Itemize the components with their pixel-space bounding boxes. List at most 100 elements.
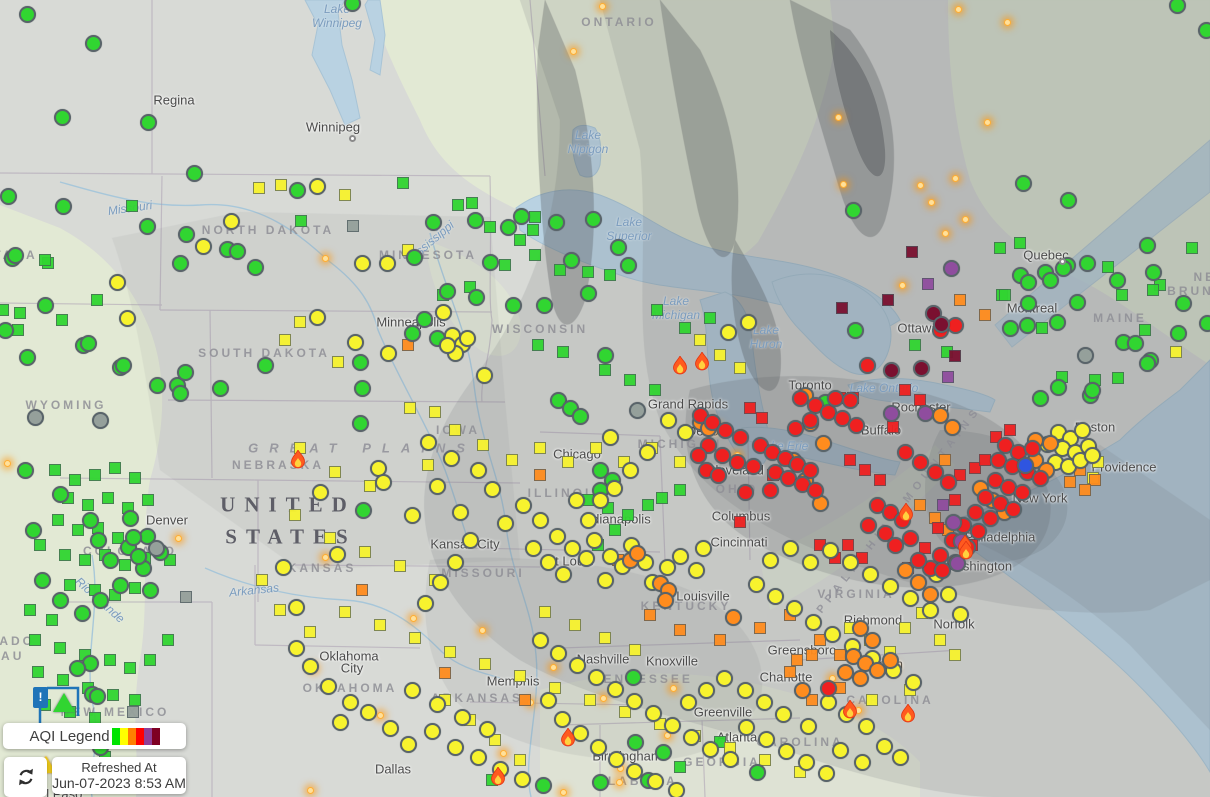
monitor-circle-yellow[interactable] — [671, 547, 689, 565]
monitor-circle-yellow[interactable] — [687, 561, 705, 579]
monitor-circle-yellow[interactable] — [881, 577, 899, 595]
monitor-circle-yellow[interactable] — [308, 308, 326, 326]
sensor-square-yellow[interactable] — [539, 606, 551, 618]
monitor-circle-green[interactable] — [73, 604, 91, 622]
monitor-circle-yellow[interactable] — [821, 541, 839, 559]
sensor-square-green[interactable] — [57, 674, 69, 686]
fire-detection-dot[interactable] — [615, 778, 623, 786]
sensor-square-yellow[interactable] — [324, 532, 336, 544]
monitor-circle-orange[interactable] — [814, 434, 832, 452]
monitor-circle-green[interactable] — [547, 213, 565, 231]
monitor-circle-green[interactable] — [654, 743, 672, 761]
sensor-square-red[interactable] — [874, 474, 886, 486]
monitor-circle-green[interactable] — [68, 659, 86, 677]
sensor-square-red[interactable] — [887, 421, 899, 433]
fire-detection-dot[interactable] — [599, 694, 607, 702]
monitor-circle-red[interactable] — [859, 516, 877, 534]
monitor-circle-orange[interactable] — [724, 608, 742, 626]
sensor-square-red[interactable] — [842, 539, 854, 551]
monitor-circle-red[interactable] — [886, 536, 904, 554]
monitor-circle-green[interactable] — [1059, 191, 1077, 209]
monitor-circle-yellow[interactable] — [346, 333, 364, 351]
sensor-square-green[interactable] — [674, 761, 686, 773]
sensor-square-yellow[interactable] — [449, 424, 461, 436]
monitor-circle-orange[interactable] — [851, 619, 869, 637]
sensor-square-green[interactable] — [91, 294, 103, 306]
sensor-square-green[interactable] — [1186, 242, 1198, 254]
fire-detection-dot[interactable] — [916, 181, 924, 189]
sensor-square-green[interactable] — [599, 364, 611, 376]
monitor-circle-yellow[interactable] — [755, 693, 773, 711]
monitor-circle-red[interactable] — [728, 453, 746, 471]
monitor-circle-green[interactable] — [51, 591, 69, 609]
monitor-circle-green[interactable] — [499, 218, 517, 236]
monitor-circle-red[interactable] — [909, 551, 927, 569]
sensor-square-orange[interactable] — [674, 624, 686, 636]
monitor-circle-yellow[interactable] — [308, 177, 326, 195]
monitor-circle-yellow[interactable] — [341, 693, 359, 711]
monitor-circle-yellow[interactable] — [781, 539, 799, 557]
sensor-square-yellow[interactable] — [674, 456, 686, 468]
monitor-circle-yellow[interactable] — [904, 673, 922, 691]
sensor-square-orange[interactable] — [806, 649, 818, 661]
monitor-circle-green[interactable] — [1019, 294, 1037, 312]
sensor-square-yellow[interactable] — [569, 619, 581, 631]
sensor-square-yellow[interactable] — [279, 334, 291, 346]
sensor-square-green[interactable] — [129, 472, 141, 484]
sensor-square-orange[interactable] — [954, 294, 966, 306]
monitor-circle-green[interactable] — [351, 353, 369, 371]
monitor-circle-green[interactable] — [591, 461, 609, 479]
sensor-square-maroon[interactable] — [906, 246, 918, 258]
monitor-circle-yellow[interactable] — [403, 506, 421, 524]
monitor-circle-green[interactable] — [579, 284, 597, 302]
monitor-circle-yellow[interactable] — [446, 553, 464, 571]
monitor-circle-green[interactable] — [81, 511, 99, 529]
monitor-circle-orange[interactable] — [943, 418, 961, 436]
monitor-circle-yellow[interactable] — [589, 738, 607, 756]
monitor-circle-green[interactable] — [129, 547, 147, 565]
fire-detection-dot[interactable] — [549, 663, 557, 671]
sensor-square-yellow[interactable] — [294, 316, 306, 328]
sensor-square-yellow[interactable] — [374, 619, 386, 631]
sensor-square-red[interactable] — [899, 384, 911, 396]
monitor-circle-orange[interactable] — [836, 663, 854, 681]
monitor-circle-green[interactable] — [124, 528, 142, 546]
monitor-circle-yellow[interactable] — [194, 237, 212, 255]
sensor-square-gray[interactable] — [180, 591, 192, 603]
monitor-circle-yellow[interactable] — [625, 692, 643, 710]
monitor-circle-green[interactable] — [466, 211, 484, 229]
fire-incident-icon[interactable] — [671, 355, 689, 381]
sensor-square-yellow[interactable] — [429, 406, 441, 418]
monitor-circle-yellow[interactable] — [301, 657, 319, 675]
sensor-square-yellow[interactable] — [534, 442, 546, 454]
sensor-square-orange[interactable] — [519, 694, 531, 706]
monitor-circle-gray[interactable] — [26, 408, 44, 426]
sensor-square-green[interactable] — [64, 579, 76, 591]
sensor-square-red[interactable] — [969, 462, 981, 474]
monitor-circle-green[interactable] — [0, 187, 17, 205]
monitor-circle-green[interactable] — [1041, 271, 1059, 289]
monitor-circle-yellow[interactable] — [469, 748, 487, 766]
monitor-circle-green[interactable] — [1019, 273, 1037, 291]
monitor-circle-red[interactable] — [901, 529, 919, 547]
monitor-circle-red[interactable] — [801, 461, 819, 479]
advisory-alert-marker[interactable]: ! — [33, 687, 48, 708]
fire-detection-dot[interactable] — [409, 614, 417, 622]
monitor-circle-yellow[interactable] — [531, 631, 549, 649]
monitor-circle-yellow[interactable] — [591, 491, 609, 509]
sensor-square-red[interactable] — [844, 454, 856, 466]
monitor-circle-orange[interactable] — [868, 661, 886, 679]
fire-detection-dot[interactable] — [174, 534, 182, 542]
monitor-circle-yellow[interactable] — [331, 713, 349, 731]
monitor-circle-yellow[interactable] — [328, 545, 346, 563]
monitor-circle-yellow[interactable] — [625, 762, 643, 780]
monitor-circle-green[interactable] — [535, 296, 553, 314]
monitor-circle-gray[interactable] — [91, 411, 109, 429]
monitor-circle-green[interactable] — [36, 296, 54, 314]
sensor-square-green[interactable] — [1116, 289, 1128, 301]
monitor-circle-green[interactable] — [584, 210, 602, 228]
sensor-square-orange[interactable] — [644, 609, 656, 621]
sensor-square-orange[interactable] — [939, 454, 951, 466]
sensor-square-yellow[interactable] — [289, 509, 301, 521]
monitor-circle-yellow[interactable] — [596, 571, 614, 589]
